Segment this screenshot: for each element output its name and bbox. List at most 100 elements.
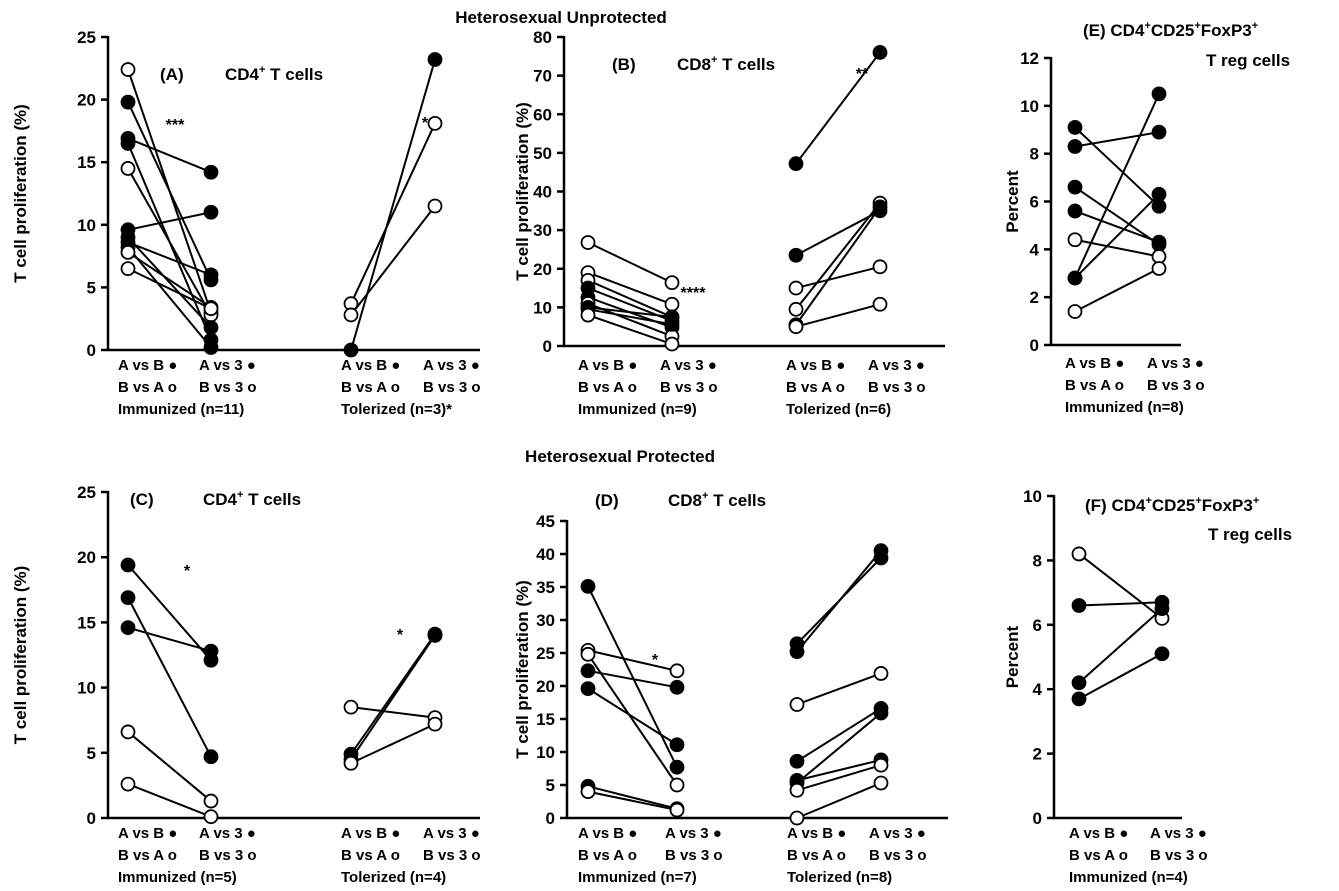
group-label-title: Immunized (n=5)	[118, 869, 237, 886]
group-label-title: Immunized (n=4)	[1069, 869, 1188, 886]
data-point	[664, 275, 680, 291]
data-point	[1067, 139, 1083, 154]
group-label-right: A vs 3 ●	[869, 825, 926, 842]
data-point	[1151, 124, 1167, 140]
data-point	[669, 679, 685, 695]
data-point	[1067, 270, 1083, 286]
y-tick-label: 10	[533, 298, 552, 317]
data-point	[580, 681, 596, 697]
group-label-title: Tolerized (n=3)*	[341, 401, 452, 418]
pair-line	[1074, 238, 1160, 258]
y-tick-label: 35	[536, 578, 555, 597]
data-point	[1067, 203, 1083, 219]
panel-e: 0 2 4 6 8 10 12 Percent (E) CD4+CD25+FoxP3+ T reg…	[1003, 20, 1290, 416]
group-label-left: A vs B ●	[341, 357, 400, 374]
data-point	[580, 646, 596, 662]
group-label-right: B vs 3 o	[199, 379, 257, 396]
data-point	[789, 753, 805, 769]
pair-line	[127, 626, 212, 653]
panel-title: CD4+ T cells	[203, 489, 301, 509]
panel-b: 0 10 20 30 40 50 60 70 80 T cell proliferation (%…	[513, 28, 945, 418]
group-label-right: A vs 3 ●	[423, 357, 480, 374]
panel-f: 0 2 4 6 8 10 Percent (F) CD4+CD25+FoxP3+ T reg c…	[1003, 487, 1292, 886]
data-point	[1067, 179, 1083, 195]
y-tick-label: 15	[77, 613, 96, 632]
y-axis-label: T cell proliferation (%)	[513, 580, 532, 759]
data-point	[580, 578, 596, 594]
y-tick-label: 40	[536, 545, 555, 564]
panel-label: (D)	[595, 491, 619, 510]
group-label-title: Tolerized (n=4)	[341, 869, 446, 886]
y-tick-label: 10	[77, 216, 96, 235]
data-point	[788, 301, 804, 317]
y-tick-label: 20	[533, 260, 552, 279]
pair-line	[795, 206, 881, 326]
data-point	[120, 136, 136, 151]
data-point	[1067, 119, 1083, 135]
y-tick-label: 5	[87, 744, 96, 763]
data-point	[1151, 261, 1167, 276]
pair-line	[1074, 126, 1160, 208]
panel-label: (B)	[612, 55, 636, 74]
significance-marker: *	[397, 627, 404, 644]
pair-line	[587, 585, 678, 768]
pair-line	[796, 707, 882, 763]
data-point	[203, 809, 219, 825]
y-tick-label: 0	[1033, 809, 1042, 828]
data-point	[427, 716, 443, 732]
pair-line	[1074, 93, 1160, 279]
panel-a: 0 5 10 15 20 25 T cell proliferation (%) (A) CD4…	[11, 28, 481, 418]
pair-line	[1078, 553, 1163, 620]
pair-line	[587, 314, 673, 346]
pair-line	[587, 790, 678, 812]
panel-title: CD8+ T cells	[668, 490, 766, 510]
data-point	[203, 267, 219, 283]
pair-line	[795, 51, 881, 165]
group-label-left: A vs B ●	[1069, 825, 1128, 842]
pair-line	[127, 241, 212, 276]
data-point	[788, 156, 804, 172]
data-point	[580, 663, 596, 679]
data-point	[789, 697, 805, 712]
y-tick-label: 8	[1033, 551, 1042, 570]
data-point	[669, 777, 685, 793]
pair-line	[127, 597, 212, 758]
y-tick-label: 30	[536, 611, 555, 630]
group-label-right: B vs 3 o	[423, 379, 481, 396]
y-tick-label: 12	[1020, 49, 1039, 68]
y-tick-label: 15	[536, 710, 555, 729]
group-label-left: A vs B ●	[786, 357, 845, 374]
y-tick-label: 50	[533, 144, 552, 163]
y-tick-label: 0	[87, 341, 96, 360]
data-point	[1071, 546, 1087, 562]
pair-line	[795, 209, 881, 257]
group-label-left: A vs B ●	[787, 825, 846, 842]
group-label-right: B vs 3 o	[868, 379, 926, 396]
pair-line	[587, 687, 678, 746]
group-label-right: B vs 3 o	[1147, 377, 1205, 394]
panel-d: 0 5 10 15 20 25 30 35 40 45 T cell proliferation (…	[513, 490, 948, 886]
data-point	[669, 759, 685, 775]
y-axis-label: Percent	[1003, 170, 1022, 233]
pair-line	[587, 308, 673, 326]
group-label-left: A vs B ●	[118, 825, 177, 842]
y-axis-label: T cell proliferation (%)	[513, 102, 532, 281]
panel-title: (F) CD4+CD25+FoxP3+	[1085, 495, 1259, 515]
pair-line	[350, 59, 436, 351]
data-point	[203, 643, 219, 659]
pair-line	[1074, 210, 1160, 244]
panel-title-line2: T reg cells	[1206, 51, 1290, 70]
group-label-title: Immunized (n=9)	[578, 401, 697, 418]
pair-line	[796, 782, 882, 819]
data-point	[203, 793, 219, 809]
y-tick-label: 6	[1030, 193, 1039, 212]
pair-line	[796, 712, 882, 784]
data-point	[120, 590, 136, 606]
group-label-right: B vs 3 o	[199, 847, 257, 864]
group-label-title: Tolerized (n=6)	[786, 401, 891, 418]
data-point	[203, 204, 219, 220]
pair-line	[127, 101, 212, 281]
pair-line	[587, 649, 678, 672]
pair-line	[796, 550, 882, 653]
data-point	[427, 52, 443, 67]
